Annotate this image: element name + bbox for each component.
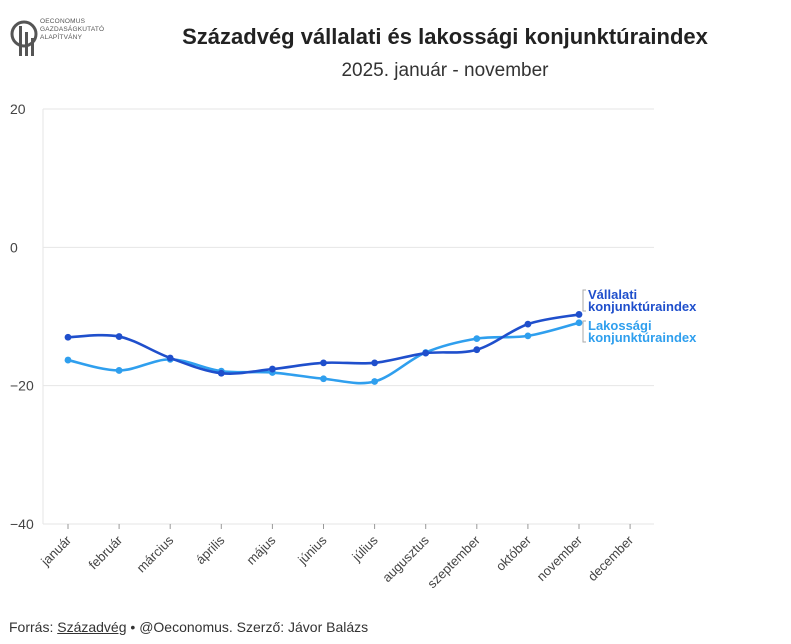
x-tick-label: március <box>134 532 177 575</box>
data-point-lakossagi <box>64 356 72 364</box>
x-tick-label: május <box>243 532 278 567</box>
data-point-lakossagi <box>320 375 327 383</box>
footer-prefix: Forrás: <box>9 619 58 635</box>
y-tick-label: 20 <box>10 101 26 117</box>
series-label-vallalati: konjunktúraindex <box>588 299 697 314</box>
logo-text-line-1: OECONOMUS <box>40 18 86 25</box>
data-point-vallalati <box>422 349 430 357</box>
data-point-vallalati <box>524 320 532 328</box>
chart-title: Századvég vállalati és lakossági konjunk… <box>182 24 708 49</box>
footer-rest: • @Oeconomus. Szerző: Jávor Balázs <box>126 619 369 635</box>
x-tick-label: július <box>348 532 381 565</box>
x-tick-label: december <box>585 532 637 584</box>
data-point-lakossagi <box>115 367 123 374</box>
x-tick-label: október <box>493 532 535 574</box>
data-point-lakossagi <box>371 378 378 385</box>
y-tick-label: −20 <box>10 378 34 394</box>
data-point-vallalati <box>166 354 174 362</box>
logo-text-line-3: ALAPÍTVÁNY <box>40 34 83 41</box>
label-bracket <box>582 320 586 343</box>
data-point-lakossagi <box>524 332 532 340</box>
data-point-lakossagi <box>575 319 583 327</box>
logo-text-line-2: GAZDASÁGKUTATÓ <box>40 26 105 33</box>
data-point-vallalati <box>269 365 276 373</box>
x-tick-label: június <box>294 532 330 568</box>
source-link[interactable]: Századvég <box>57 619 127 635</box>
footer-credit: Forrás: Századvég • @Oeconomus. Szerző: … <box>9 619 368 635</box>
y-tick-label: 0 <box>10 239 18 255</box>
chart-subtitle: 2025. január - november <box>341 60 549 81</box>
data-point-vallalati <box>320 359 327 367</box>
data-point-vallalati <box>64 333 72 341</box>
series-line-lakossagi <box>66 321 581 385</box>
y-tick-label: −40 <box>10 516 34 532</box>
data-point-vallalati <box>473 346 481 354</box>
x-tick-label: január <box>37 532 74 569</box>
data-point-vallalati <box>115 333 123 340</box>
x-tick-label: november <box>534 532 586 584</box>
series-label-lakossagi: konjunktúraindex <box>588 330 697 345</box>
data-point-vallalati <box>217 369 225 377</box>
series-label-lakossagi: Lakossági <box>588 318 652 333</box>
x-tick-label: április <box>193 532 228 567</box>
oeconomus-logo <box>10 20 38 56</box>
series-label-vallalati: Vállalati <box>588 287 637 302</box>
data-point-lakossagi <box>473 335 481 343</box>
data-point-vallalati <box>575 311 583 318</box>
x-tick-label: augusztus <box>379 532 432 585</box>
x-tick-label: szeptember <box>424 532 483 591</box>
x-tick-label: február <box>85 532 125 572</box>
label-bracket <box>582 289 586 312</box>
data-point-vallalati <box>371 359 378 367</box>
